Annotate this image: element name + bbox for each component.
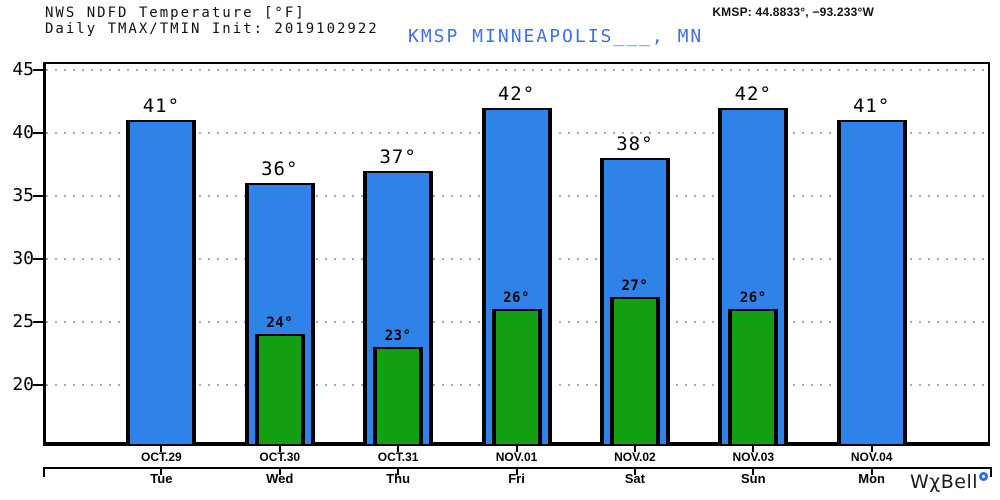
y-axis-label: 25 [12, 310, 34, 332]
tmax-value-label: 41° [852, 95, 891, 118]
day-tick [278, 467, 281, 475]
date-tick [160, 446, 163, 452]
date-tick [870, 446, 873, 452]
date-label: OCT.29 [141, 450, 182, 464]
station-name: KMSP MINNEAPOLIS___, MN [408, 26, 704, 47]
day-label: Wed [266, 471, 294, 486]
tmin-bar [373, 346, 424, 444]
day-tick [870, 467, 873, 475]
y-axis-tick [33, 194, 43, 197]
date-tick [633, 446, 636, 452]
tmax-value-label: 36° [261, 158, 299, 181]
tmax-value-label: 42° [497, 82, 536, 105]
tmax-bar [836, 120, 907, 444]
y-axis-label: 45 [12, 58, 34, 80]
y-axis-label: 20 [12, 373, 34, 395]
day-label: Thu [386, 471, 411, 486]
day-tick [515, 467, 518, 475]
chart-title: NWS NDFD Temperature [°F] [45, 5, 306, 21]
date-label: NOV.01 [495, 450, 538, 464]
y-axis-tick [33, 257, 43, 260]
day-label: Sun [740, 471, 766, 486]
date-tick [278, 446, 281, 452]
tmin-value-label: 24° [266, 315, 294, 332]
tmin-value-label: 26° [739, 290, 767, 307]
y-axis-tick [33, 131, 43, 134]
day-label: Sat [624, 471, 645, 486]
date-tick [515, 446, 518, 452]
day-tick [633, 467, 636, 475]
date-label: NOV.04 [850, 450, 893, 464]
day-label: Tue [150, 471, 173, 486]
tmax-value-label: 38° [616, 132, 654, 155]
tmin-bar [254, 334, 305, 444]
tmin-value-label: 27° [621, 277, 649, 294]
tmin-bar [728, 309, 779, 444]
y-axis-label: 40 [12, 121, 34, 143]
day-tick [752, 467, 755, 475]
tmin-value-label: 23° [384, 327, 412, 344]
tmin-bar [609, 296, 660, 444]
tmax-value-label: 37° [379, 145, 417, 168]
y-axis-tick [33, 320, 43, 323]
day-label: Fri [508, 471, 525, 486]
date-label: OCT.30 [259, 450, 301, 464]
tmax-bar [126, 120, 197, 444]
weekday-axis-line [43, 467, 992, 469]
weekday-axis-end-tick [43, 467, 45, 477]
wxbell-ring-icon [979, 471, 988, 481]
station-coordinates: KMSP: 44.8833°, −93.233°W [712, 5, 874, 19]
tmin-value-label: 26° [503, 290, 530, 307]
chart-subtitle: Daily TMAX/TMIN Init: 2019102922 [45, 21, 379, 37]
tmax-value-label: 42° [734, 82, 772, 105]
y-axis-tick [33, 68, 43, 71]
day-tick [160, 467, 163, 475]
day-label: Mon [858, 471, 885, 486]
wxbell-logo-text: WχBell [909, 471, 978, 493]
date-tick [752, 446, 755, 452]
date-tick [397, 446, 400, 452]
date-label: NOV.03 [732, 450, 775, 464]
tmin-bar [491, 309, 542, 444]
date-label: NOV.02 [614, 450, 656, 464]
gridline [46, 68, 988, 71]
y-axis-label: 35 [12, 184, 34, 206]
day-tick [397, 467, 400, 475]
date-label: OCT.31 [377, 450, 419, 464]
wxbell-logo: WχBell [910, 471, 988, 493]
plot-frame [43, 62, 990, 446]
tmax-value-label: 41° [142, 95, 181, 118]
y-axis-label: 30 [12, 247, 34, 269]
y-axis-tick [33, 383, 43, 386]
weekday-axis-end-tick [990, 467, 992, 477]
